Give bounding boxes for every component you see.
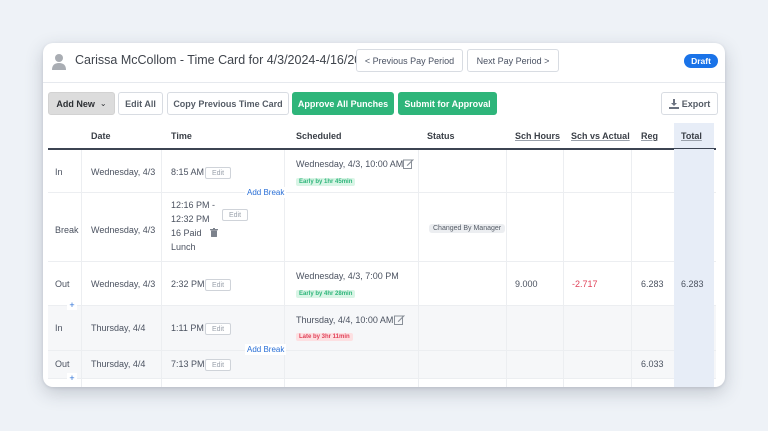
table-row	[48, 351, 716, 379]
add-new-dropdown[interactable]: Add New ⌄	[48, 92, 115, 115]
sch-vs-actual-value: -2.717	[572, 279, 598, 289]
punch-type: Out	[55, 279, 70, 289]
column-header-reg[interactable]: Reg	[641, 131, 659, 141]
late-tag: Late by 3hr 11min	[296, 333, 353, 341]
add-punch-icon[interactable]: +	[67, 300, 77, 310]
edit-all-button[interactable]: Edit All	[118, 92, 163, 115]
grid-line	[563, 150, 564, 387]
next-pay-period-button[interactable]: Next Pay Period >	[467, 49, 559, 72]
scheduled-time: Wednesday, 4/3, 10:00 AM	[296, 159, 404, 169]
punch-time: 1:11 PM	[171, 323, 204, 333]
total-column-bg	[674, 149, 714, 387]
changed-by-manager-badge: Changed By Manager	[429, 224, 506, 233]
table-row	[48, 379, 716, 387]
chevron-down-icon: ⌄	[99, 99, 107, 108]
time-card-header: Carissa McCollom - Time Card for 4/3/202…	[43, 43, 725, 83]
punch-time: 7:13 PM	[171, 359, 205, 369]
column-header-status: Status	[427, 131, 455, 141]
approve-all-punches-button[interactable]: Approve All Punches	[292, 92, 394, 115]
trash-icon[interactable]	[210, 228, 218, 237]
punch-time: 2:32 PM	[171, 279, 205, 289]
time-card-table: Date Time Scheduled Status Sch Hours Sch…	[48, 123, 716, 387]
punch-type: Break	[55, 225, 79, 235]
total-value: 6.283	[681, 279, 704, 289]
scheduled-time: Thursday, 4/4, 10:00 AM	[296, 315, 394, 325]
export-button[interactable]: Export	[661, 92, 718, 115]
edit-punch-button[interactable]: Edit	[205, 167, 231, 179]
add-punch-icon[interactable]: +	[67, 373, 77, 383]
column-header-scheduled: Scheduled	[296, 131, 342, 141]
header-divider	[48, 148, 716, 150]
punch-time: 8:15 AM	[171, 167, 205, 177]
time-card-panel: Carissa McCollom - Time Card for 4/3/202…	[43, 43, 725, 387]
grid-line	[81, 150, 82, 387]
table-row	[48, 150, 716, 193]
break-end: 12:32 PM	[171, 214, 210, 224]
grid-line	[284, 150, 285, 387]
break-type: Lunch	[171, 242, 196, 252]
edit-schedule-icon[interactable]	[403, 158, 414, 169]
column-header-total[interactable]: Total	[681, 131, 702, 141]
column-header-sch-hours[interactable]: Sch Hours	[515, 131, 561, 141]
add-new-label: Add New	[56, 98, 95, 109]
punch-date: Thursday, 4/4	[91, 323, 146, 333]
sch-hours-value: 9.000	[515, 279, 538, 289]
punch-type: Out	[55, 359, 70, 369]
table-row	[48, 306, 716, 351]
edit-schedule-icon[interactable]	[394, 314, 405, 325]
toolbar: Add New ⌄ Edit All Copy Previous Time Ca…	[43, 83, 725, 123]
break-duration: 16 Paid	[171, 228, 202, 238]
page-title: Carissa McCollom - Time Card for 4/3/202…	[75, 53, 376, 67]
table-row	[48, 262, 716, 306]
edit-punch-button[interactable]: Edit	[205, 323, 231, 335]
grid-line	[161, 150, 162, 387]
export-label: Export	[681, 98, 711, 109]
add-break-link[interactable]: Add Break	[245, 344, 287, 355]
grid-line	[631, 150, 632, 387]
submit-for-approval-button[interactable]: Submit for Approval	[398, 92, 497, 115]
grid-line	[506, 150, 507, 387]
punch-type: In	[55, 167, 63, 177]
punch-type: In	[55, 323, 63, 333]
reg-value: 6.033	[641, 359, 664, 369]
download-icon	[668, 98, 679, 109]
reg-value: 6.283	[641, 279, 664, 289]
status-badge: Draft	[684, 54, 718, 68]
grid-line	[418, 150, 419, 387]
column-header-time: Time	[171, 131, 192, 141]
add-break-link[interactable]: Add Break	[245, 187, 287, 198]
column-header-date: Date	[91, 131, 111, 141]
total-column-header-bg	[674, 123, 714, 149]
punch-date: Wednesday, 4/3	[91, 279, 156, 289]
punch-date: Wednesday, 4/3	[91, 225, 156, 235]
user-icon	[52, 54, 66, 70]
previous-pay-period-button[interactable]: < Previous Pay Period	[356, 49, 463, 72]
column-header-sch-vs-actual[interactable]: Sch vs Actual	[571, 131, 630, 141]
punch-date: Wednesday, 4/3	[91, 167, 156, 177]
edit-punch-button[interactable]: Edit	[205, 359, 231, 371]
edit-punch-button[interactable]: Edit	[205, 279, 231, 291]
break-start: 12:16 PM -	[171, 200, 216, 210]
table-row	[48, 193, 716, 262]
scheduled-time: Wednesday, 4/3, 7:00 PM	[296, 271, 399, 281]
copy-previous-time-card-button[interactable]: Copy Previous Time Card	[167, 92, 289, 115]
early-tag: Early by 4hr 28min	[296, 290, 356, 298]
punch-date: Thursday, 4/4	[91, 359, 146, 369]
early-tag: Early by 1hr 45min	[296, 178, 356, 186]
edit-break-button[interactable]: Edit	[222, 209, 248, 221]
